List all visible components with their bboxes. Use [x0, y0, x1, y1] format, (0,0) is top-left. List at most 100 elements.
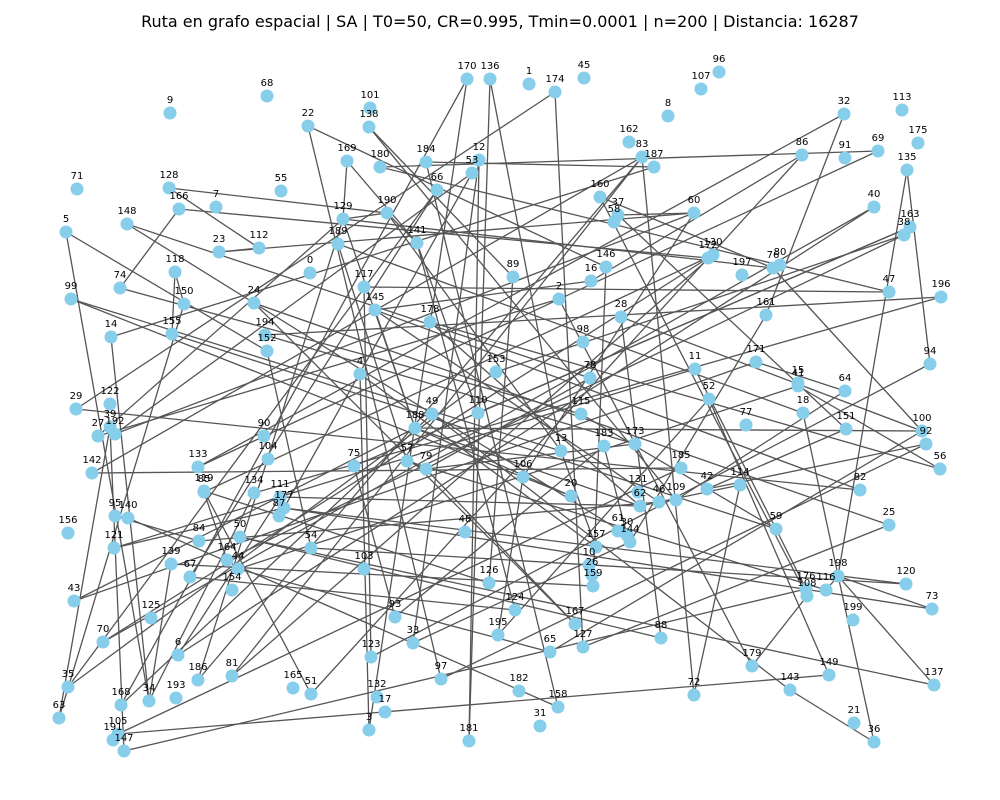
route-edge — [592, 266, 607, 587]
route-edge — [168, 187, 388, 214]
route-edge — [73, 361, 757, 602]
node-label: 72 — [688, 677, 701, 688]
graph-node — [233, 530, 247, 544]
route-edge — [65, 231, 150, 702]
graph-node — [769, 522, 783, 536]
graph-node — [593, 190, 607, 204]
graph-node — [552, 292, 566, 306]
node-label: 16 — [585, 263, 598, 274]
graph-node — [191, 460, 205, 474]
node-label: 120 — [896, 566, 915, 577]
graph-node — [363, 101, 377, 115]
node-label: 51 — [305, 676, 318, 687]
node-label: 101 — [360, 90, 379, 101]
graph-node — [577, 71, 591, 85]
graph-node — [357, 280, 371, 294]
node-label: 36 — [868, 724, 881, 735]
node-label: 175 — [908, 125, 927, 136]
graph-node — [533, 719, 547, 733]
node-label: 31 — [534, 708, 547, 719]
node-label: 41 — [792, 368, 805, 379]
graph-node — [733, 478, 747, 492]
graph-node — [783, 683, 797, 697]
node-label: 22 — [302, 108, 315, 119]
graph-node — [388, 610, 402, 624]
route-edge — [425, 377, 591, 470]
graph-node — [674, 461, 688, 475]
node-label: 30 — [621, 517, 634, 528]
node-label: 15 — [792, 365, 805, 376]
node-label: 21 — [848, 705, 861, 716]
graph-node — [652, 495, 666, 509]
route-edge — [755, 361, 846, 392]
route-edge — [67, 371, 497, 688]
graph-node — [853, 483, 867, 497]
node-label: 24 — [248, 285, 261, 296]
route-edge — [425, 161, 559, 708]
graph-node — [400, 454, 414, 468]
node-label: 119 — [194, 473, 213, 484]
node-label: 129 — [333, 201, 352, 212]
node-label: 196 — [931, 279, 950, 290]
graph-node — [91, 429, 105, 443]
node-label: 89 — [507, 259, 520, 270]
graph-node — [489, 365, 503, 379]
graph-node — [933, 462, 947, 476]
node-label: 137 — [924, 667, 943, 678]
graph-node — [462, 734, 476, 748]
node-label: 179 — [742, 648, 761, 659]
node-label: 23 — [213, 234, 226, 245]
node-label: 62 — [634, 488, 647, 499]
node-label: 97 — [435, 661, 448, 672]
node-label: 80 — [774, 247, 787, 258]
route-edge — [379, 166, 890, 293]
node-label: 100 — [912, 413, 931, 424]
node-label: 128 — [159, 170, 178, 181]
route-edge — [226, 234, 905, 561]
node-label: 92 — [920, 426, 933, 437]
node-label: 0 — [307, 255, 313, 266]
graph-node — [796, 406, 810, 420]
node-label: 185 — [671, 450, 690, 461]
node-label: 164 — [217, 542, 236, 553]
node-label: 13 — [555, 433, 568, 444]
node-label: 20 — [565, 478, 578, 489]
route-edge — [203, 490, 312, 695]
node-label: 136 — [480, 61, 499, 72]
node-label: 162 — [619, 124, 638, 135]
graph-node — [231, 562, 245, 576]
route-edge — [197, 218, 344, 681]
graph-node — [471, 406, 485, 420]
node-label: 1 — [526, 66, 532, 77]
node-label: 194 — [255, 317, 274, 328]
graph-node — [59, 225, 73, 239]
node-label: 151 — [836, 411, 855, 422]
node-label: 150 — [174, 286, 193, 297]
graph-node — [368, 303, 382, 317]
graph-node — [172, 202, 186, 216]
graph-node — [508, 603, 522, 617]
node-label: 182 — [509, 673, 528, 684]
node-label: 8 — [665, 98, 671, 109]
graph-node — [380, 206, 394, 220]
node-label: 38 — [898, 217, 911, 228]
graph-node — [301, 119, 315, 133]
graph-node — [899, 577, 913, 591]
route-edge — [177, 496, 281, 656]
graph-node — [735, 268, 749, 282]
route-edge — [497, 398, 710, 636]
node-label: 132 — [367, 679, 386, 690]
node-label: 106 — [513, 459, 532, 470]
graph-node — [867, 200, 881, 214]
route-edge — [168, 187, 260, 249]
node-label: 32 — [838, 96, 851, 107]
node-label: 123 — [361, 639, 380, 650]
graph-node — [554, 444, 568, 458]
route-edge — [117, 467, 682, 735]
node-label: 56 — [934, 451, 947, 462]
node-label: 48 — [459, 514, 472, 525]
node-label: 52 — [703, 381, 716, 392]
graph-node — [882, 285, 896, 299]
graph-node — [903, 220, 917, 234]
